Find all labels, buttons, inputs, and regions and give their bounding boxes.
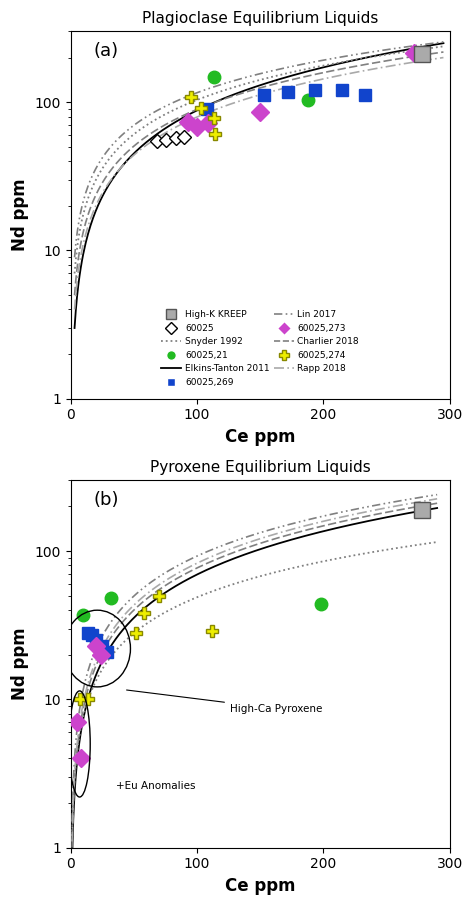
Text: (b): (b) xyxy=(93,491,119,509)
Text: High-Ca Pyroxene: High-Ca Pyroxene xyxy=(127,690,322,714)
Legend: High-K KREEP, 60025, Snyder 1992, 60025,21, Elkins-Tanton 2011, 60025,269, Lin 2: High-K KREEP, 60025, Snyder 1992, 60025,… xyxy=(158,307,363,390)
Title: Plagioclase Equilibrium Liquids: Plagioclase Equilibrium Liquids xyxy=(142,11,378,26)
Title: Pyroxene Equilibrium Liquids: Pyroxene Equilibrium Liquids xyxy=(150,460,371,475)
Y-axis label: Nd ppm: Nd ppm xyxy=(11,628,29,700)
X-axis label: Ce ppm: Ce ppm xyxy=(225,428,295,446)
Text: (a): (a) xyxy=(93,43,118,61)
Y-axis label: Nd ppm: Nd ppm xyxy=(11,178,29,252)
X-axis label: Ce ppm: Ce ppm xyxy=(225,877,295,895)
Text: +Eu Anomalies: +Eu Anomalies xyxy=(116,781,196,791)
